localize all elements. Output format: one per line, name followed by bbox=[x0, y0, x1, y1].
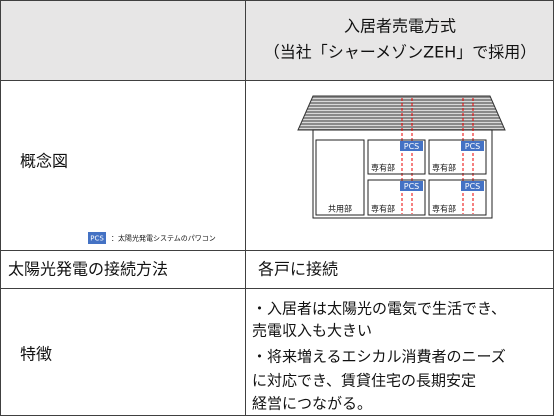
unit bbox=[367, 179, 426, 216]
header-title: 入居者売電方式 bbox=[344, 17, 456, 36]
unit-label: 専有部 bbox=[432, 163, 456, 173]
unit bbox=[428, 179, 487, 216]
pcs-label: PCS bbox=[465, 142, 481, 151]
cell-line: に対応でき、賃貸住宅の長期安定 bbox=[252, 372, 476, 390]
unit-label: 専有部 bbox=[371, 163, 395, 173]
cell-line: 売電収入も大きい bbox=[252, 322, 372, 340]
unit bbox=[428, 139, 487, 175]
cell-line: 経営につながる。 bbox=[252, 395, 372, 413]
unit-label: 専有部 bbox=[371, 204, 395, 214]
row-label: 特徴 bbox=[20, 345, 52, 364]
row-label: 太陽光発電の接続方法 bbox=[8, 260, 168, 279]
cell-value: 各戸に接続 bbox=[258, 260, 338, 279]
row-label: 概念図 bbox=[20, 152, 68, 171]
legend-text: ：太陽光発電システムのパワコン bbox=[111, 234, 216, 243]
pcs-box bbox=[400, 181, 423, 191]
header-bg bbox=[0, 0, 554, 80]
unit bbox=[367, 139, 426, 175]
common-area bbox=[315, 139, 365, 216]
pcs-box bbox=[400, 141, 423, 151]
cell-text: ・入居者は太陽光の電気で生活でき、売電収入も大きい・将来増えるエシカル消費者のニ… bbox=[252, 300, 506, 413]
pcs-label: PCS bbox=[404, 142, 420, 151]
cell-line: ・将来増えるエシカル消費者のニーズ bbox=[252, 348, 506, 366]
pcs-label: PCS bbox=[404, 182, 420, 191]
unit-label: 専有部 bbox=[432, 204, 456, 214]
units: 専有部 PCS 専有部 PCS 専有部 PCS 専有部 PCS bbox=[367, 98, 487, 216]
header-title: （当社「シャーメゾンZEH」で採用） bbox=[264, 43, 536, 62]
pcs-box bbox=[461, 141, 484, 151]
pcs-box bbox=[461, 181, 484, 191]
common-label: 共用部 bbox=[328, 204, 352, 214]
pcs-label: PCS bbox=[465, 182, 481, 191]
cell-line: ・入居者は太陽光の電気で生活でき、 bbox=[252, 300, 506, 318]
legend-badge bbox=[88, 232, 106, 244]
legend-badge-text: PCS bbox=[90, 235, 104, 243]
